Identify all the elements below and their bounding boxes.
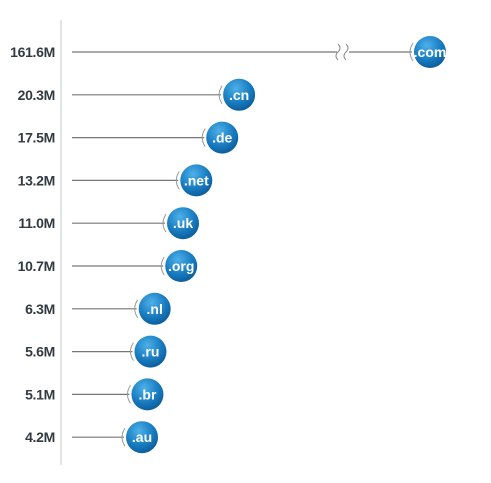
- bubble-bracket: [201, 128, 206, 147]
- bar-end-bubble: [126, 421, 159, 454]
- bar-row: 5.6M .ru: [25, 335, 167, 368]
- bar-row: 6.3M .nl: [25, 292, 171, 325]
- bubble-bracket: [409, 42, 414, 62]
- category-label: .net: [184, 172, 209, 188]
- category-label: .cn: [229, 87, 249, 103]
- category-label: .nl: [147, 301, 163, 317]
- bar-row: 20.3M .cn: [18, 78, 256, 111]
- category-label: .au: [132, 429, 152, 445]
- category-label: .uk: [173, 215, 193, 231]
- bar-row: 11.0M .uk: [18, 207, 200, 240]
- bubble-bracket: [160, 256, 165, 276]
- bar-end-bubble: [414, 36, 446, 68]
- bubble-bracket: [129, 342, 134, 361]
- category-label: .org: [168, 258, 194, 274]
- bar-row: 5.1M .br: [25, 378, 164, 411]
- bar-end-bubble: [223, 78, 256, 111]
- value-label: 5.6M: [25, 344, 55, 360]
- value-label: 17.5M: [18, 130, 55, 146]
- bar-row: 10.7M .org: [18, 250, 198, 282]
- bubble-bracket: [121, 427, 126, 447]
- bar-end-bubble: [180, 164, 213, 197]
- bar-row: 17.5M .de: [18, 121, 239, 154]
- value-label: 4.2M: [25, 429, 55, 445]
- bar-end-bubble: [167, 207, 200, 240]
- category-label: .de: [212, 130, 232, 146]
- value-label: 11.0M: [18, 215, 55, 231]
- bar-end-bubble: [138, 292, 171, 325]
- value-label: 5.1M: [25, 386, 55, 402]
- value-label: 161.6M: [10, 44, 55, 60]
- bar-end-bubble: [131, 378, 164, 411]
- bubble-bracket: [126, 385, 131, 404]
- category-label: .br: [139, 386, 157, 402]
- bubble-bracket: [175, 171, 180, 190]
- bubble-bracket: [218, 85, 223, 105]
- value-label: 10.7M: [18, 258, 55, 274]
- bar-end-bubble: [206, 121, 239, 154]
- value-label: 13.2M: [18, 172, 55, 188]
- value-label: 6.3M: [25, 301, 55, 317]
- bar-row: 4.2M .au: [25, 421, 159, 454]
- category-label: .com: [414, 44, 447, 60]
- bar-row: 161.6M .com: [10, 36, 446, 68]
- bar-end-bubble: [134, 335, 167, 368]
- bubble-bracket: [162, 213, 167, 233]
- bar-row: 13.2M .net: [18, 164, 213, 197]
- category-label: .ru: [142, 344, 160, 360]
- axis-break-mark: [335, 43, 349, 61]
- bar-end-bubble: [165, 250, 198, 282]
- value-label: 20.3M: [18, 87, 55, 103]
- bubble-bracket: [134, 299, 139, 319]
